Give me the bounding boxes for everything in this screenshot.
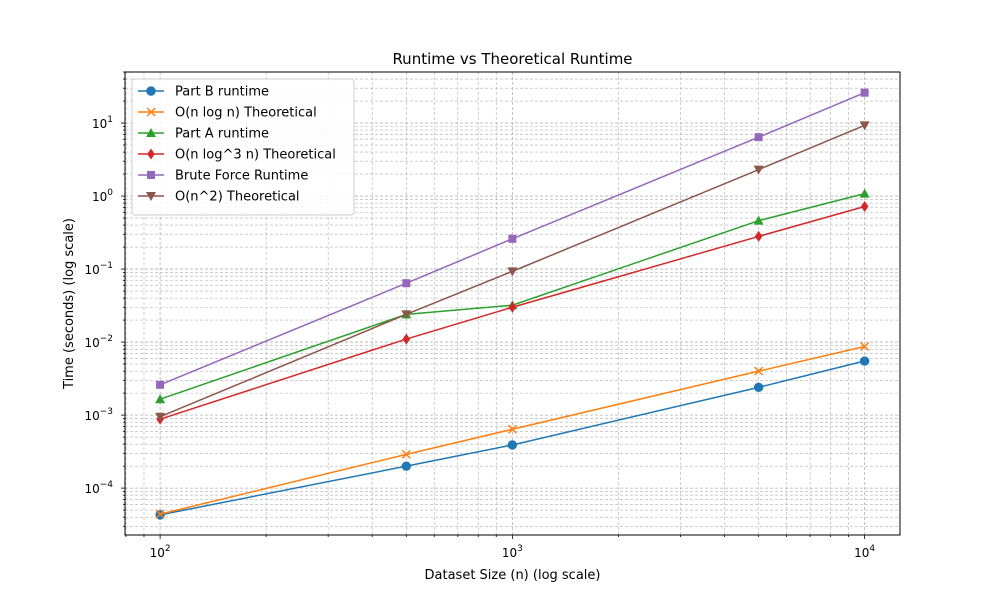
data-point — [155, 412, 166, 422]
legend: Part B runtime O(n log n) Theoretical Part… — [131, 78, 355, 216]
legend-entry: O(n^2) Theoretical — [138, 190, 300, 205]
y-tick-label: 10−1 — [84, 261, 113, 277]
data-point — [859, 188, 870, 198]
legend-entry: Brute Force Runtime — [138, 169, 308, 184]
legend-marker — [146, 128, 156, 137]
y-tick-label: 10−4 — [84, 480, 113, 496]
data-point — [507, 440, 518, 450]
data-point — [859, 356, 870, 366]
data-point — [859, 121, 870, 131]
y-tick-label: 101 — [92, 115, 113, 131]
tick-layer: 102 103 104 10−4 10−3 10−2 10−1 100 101 — [84, 71, 875, 560]
legend-entry: O(n log^3 n) Theoretical — [138, 148, 336, 163]
legend-entry: O(n log n) Theoretical — [138, 106, 317, 121]
data-point — [156, 380, 165, 389]
series-5 — [156, 88, 869, 389]
x-tick-label: 102 — [150, 544, 171, 560]
data-point — [860, 341, 870, 352]
data-point — [753, 382, 764, 393]
legend-label: Part A runtime — [175, 127, 269, 142]
data-point — [155, 509, 165, 519]
data-point — [155, 394, 166, 404]
data-point — [507, 267, 518, 277]
data-point — [402, 279, 411, 288]
data-point — [753, 215, 764, 225]
data-point — [860, 88, 869, 97]
data-point — [507, 424, 517, 434]
x-tick-label: 104 — [854, 544, 875, 560]
data-point — [860, 200, 869, 212]
legend-marker — [146, 107, 156, 117]
data-point — [753, 165, 764, 175]
legend-entry: Part A runtime — [138, 127, 269, 142]
legend-marker — [146, 192, 156, 201]
legend-label: O(n log n) Theoretical — [175, 106, 317, 121]
legend-marker — [147, 148, 155, 160]
legend-label: Brute Force Runtime — [175, 169, 308, 184]
x-axis-label: Dataset Size (n) (log scale) — [425, 568, 601, 583]
data-point — [402, 333, 411, 345]
data-point — [508, 301, 517, 313]
data-point — [754, 366, 764, 376]
legend-box — [131, 78, 355, 216]
y-tick-label: 10−3 — [84, 407, 113, 423]
legend-label: O(n log^3 n) Theoretical — [175, 148, 336, 163]
legend-label: Part B runtime — [175, 85, 269, 100]
data-point — [754, 133, 763, 142]
data-point — [401, 449, 411, 459]
series-2 — [155, 341, 870, 519]
chart-title: Runtime vs Theoretical Runtime — [392, 50, 632, 68]
data-point — [401, 461, 412, 471]
y-tick-label: 10−2 — [84, 334, 113, 350]
x-tick-label: 103 — [502, 544, 523, 560]
y-tick-label: 100 — [92, 188, 113, 204]
legend-label: O(n^2) Theoretical — [175, 190, 300, 205]
y-axis-label: Time (seconds) (log scale) — [62, 218, 77, 390]
data-point — [401, 310, 412, 320]
series-layer — [155, 88, 870, 520]
legend-marker — [146, 86, 156, 96]
data-point — [754, 230, 763, 242]
series-6 — [155, 121, 870, 422]
data-point — [508, 234, 517, 243]
legend-marker — [147, 171, 155, 179]
legend-entry: Part B runtime — [138, 85, 269, 100]
